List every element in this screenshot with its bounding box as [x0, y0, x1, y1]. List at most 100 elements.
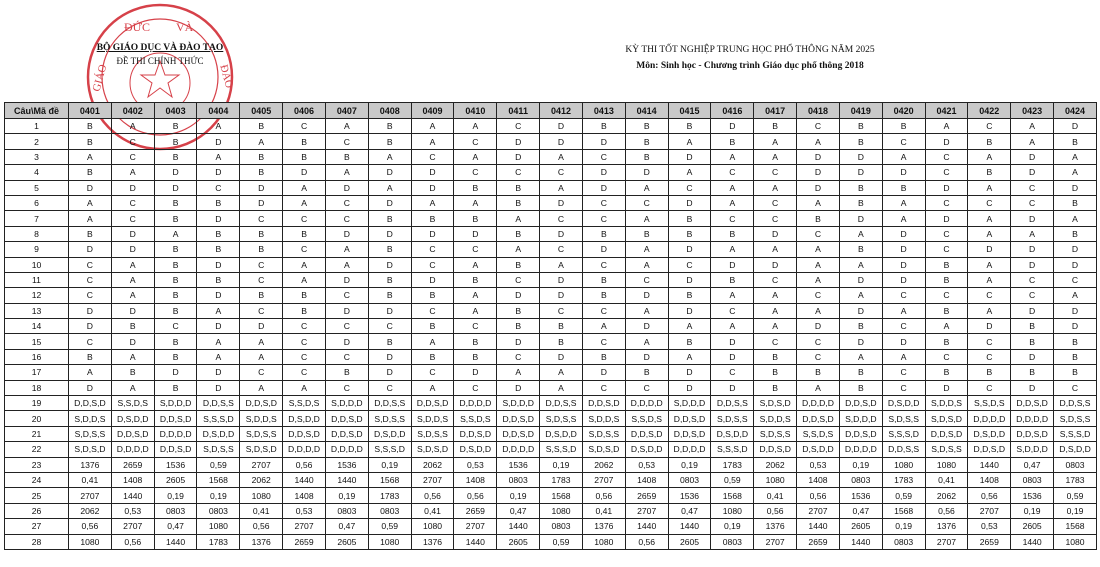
answer-cell: A — [282, 379, 326, 397]
answer-cell: B — [196, 194, 241, 212]
answer-cell: D,S,D,D — [796, 441, 840, 458]
answer-cell: D,D,D,D — [282, 441, 326, 458]
answer-cell: B — [710, 225, 755, 243]
question-number: 9 — [4, 241, 69, 258]
answer-cell: D,D,S,D — [496, 425, 541, 443]
answer-cell: D — [539, 271, 583, 289]
answer-cell: 1080 — [410, 518, 455, 535]
answer-cell: A — [924, 117, 969, 135]
answer-cell: D — [838, 164, 883, 181]
answer-cell: A — [881, 348, 926, 366]
answer-cell: D — [410, 179, 455, 196]
answer-cell: D — [838, 210, 883, 227]
answer-cell: S,S,D,S — [453, 410, 498, 427]
answer-cell: D — [838, 333, 883, 350]
answer-cell: S,D,S,D — [581, 441, 626, 458]
answer-cell: D — [1010, 164, 1055, 181]
question-number: 23 — [4, 456, 69, 473]
answer-cell: A — [410, 194, 455, 212]
answer-cell: C — [410, 364, 455, 381]
answer-cell: B — [581, 348, 626, 366]
answer-cell: 0,47 — [838, 502, 883, 520]
answer-cell: 1440 — [1010, 533, 1055, 550]
answer-cell: D — [239, 194, 284, 212]
answer-cell: B — [1053, 333, 1097, 350]
answer-key-table: Câu\Mã đề 0401 0402 0403 0404 0405 0406 0407 04… — [4, 102, 1097, 550]
answer-cell: A — [110, 164, 155, 181]
answer-cell: 1080 — [753, 471, 798, 489]
answer-cell: B — [796, 210, 840, 227]
answer-cell: A — [796, 302, 840, 320]
answer-cell: D — [667, 302, 712, 320]
answer-cell: 0,41 — [68, 471, 112, 489]
table-row: 14 D B C D D C C C B C B B A D A A A D B C A D B D — [4, 318, 1097, 335]
answer-cell: A — [881, 148, 926, 166]
answer-cell: C — [1053, 379, 1097, 397]
answer-cell: C — [110, 194, 155, 212]
table-row: 16 B A B A A C C D B B C D B D A D B C A A C C D B — [4, 348, 1097, 366]
answer-cell: S,S,D,S — [967, 395, 1012, 412]
answer-cell: S,D,S,S — [581, 425, 626, 443]
answer-cell: D,D,S,S — [710, 395, 755, 412]
table-row: 18 D A B D A A C C A C D A C C D D B A B C D C D C — [4, 379, 1097, 397]
answer-cell: A — [410, 379, 455, 397]
answer-cell: S,D,S,S — [881, 410, 926, 427]
answer-cell: A — [282, 194, 326, 212]
answer-cell: B — [239, 241, 284, 258]
answer-cell: A — [196, 302, 241, 320]
answer-cell: D — [581, 364, 626, 381]
answer-cell: B — [838, 194, 883, 212]
answer-cell: C — [324, 194, 369, 212]
answer-cell: D,D,D,D — [496, 441, 541, 458]
answer-cell: 1376 — [753, 518, 798, 535]
answer-cell: 0,59 — [881, 487, 926, 504]
answer-cell: C — [881, 379, 926, 397]
answer-cell: 1080 — [710, 502, 755, 520]
answer-cell: D — [68, 302, 112, 320]
table-row: 13 D D B A C B D D C A B C C A D C A A D A B A D D — [4, 302, 1097, 320]
answer-cell: A — [924, 318, 969, 335]
answer-cell: D — [581, 241, 626, 258]
answer-cell: S,D,S,S — [1053, 410, 1097, 427]
answer-cell: D — [667, 364, 712, 381]
answer-cell: 1783 — [196, 533, 241, 550]
answer-cell: D,D,S,D — [453, 425, 498, 443]
answer-cell: A — [453, 287, 498, 304]
answer-cell: 2605 — [153, 471, 198, 489]
answer-cell: B — [153, 148, 198, 166]
table-row: 10 C A B D C A A D C A B A C A C D D A A D B A D D — [4, 256, 1097, 273]
answer-cell: C — [796, 225, 840, 243]
column-header-exam-code: 0405 — [239, 102, 284, 119]
table-row: 19 D,D,S,D S,S,D,S S,D,D,D D,D,S,S D,D,S,D S,S… — [4, 395, 1097, 412]
answer-cell: D — [324, 271, 369, 289]
answer-cell: 1568 — [1053, 518, 1097, 535]
answer-cell: D — [110, 225, 155, 243]
answer-cell: 2062 — [68, 502, 112, 520]
answer-cell: B — [667, 333, 712, 350]
answer-cell: B — [367, 133, 412, 150]
answer-cell: 0,19 — [496, 487, 541, 504]
answer-cell: 1568 — [196, 471, 241, 489]
answer-cell: B — [496, 194, 541, 212]
answer-cell: D,D,D,D — [667, 441, 712, 458]
answer-cell: A — [239, 333, 284, 350]
answer-cell: B — [1053, 348, 1097, 366]
answer-cell: A — [110, 256, 155, 273]
question-number: 18 — [4, 379, 69, 397]
answer-cell: D,D,S,D — [838, 425, 883, 443]
answer-cell: D,D,S,D — [753, 441, 798, 458]
table-row: 25 2707 1440 0,19 0,19 1080 1408 0,19 1783 0,56 0,… — [4, 487, 1097, 504]
column-header-exam-code: 0402 — [110, 102, 155, 119]
answer-cell: S,D,S,S — [710, 410, 755, 427]
answer-cell: 0,47 — [153, 518, 198, 535]
answer-cell: D,S,D,D — [110, 410, 155, 427]
answer-cell: D — [367, 302, 412, 320]
answer-cell: 1376 — [68, 456, 112, 473]
answer-cell: 0,56 — [68, 518, 112, 535]
answer-cell: 0,53 — [624, 456, 669, 473]
answer-cell: C — [581, 194, 626, 212]
answer-cell: D — [710, 379, 755, 397]
answer-cell: D — [1010, 210, 1055, 227]
column-header-exam-code: 0408 — [367, 102, 412, 119]
answer-cell: 1408 — [110, 471, 155, 489]
